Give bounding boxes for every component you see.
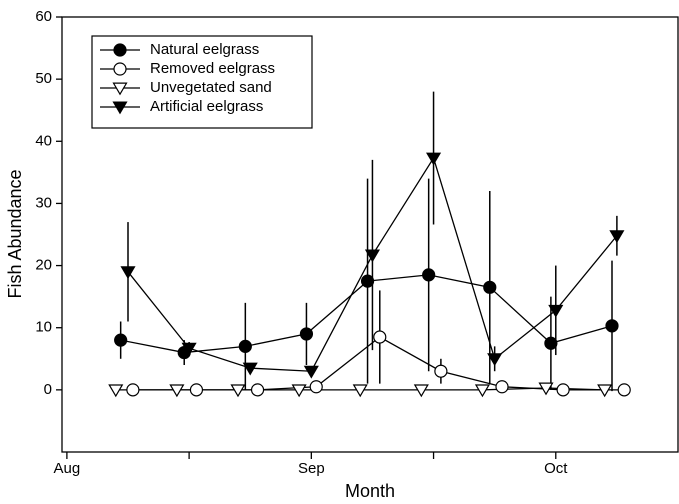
data-point (364, 249, 380, 263)
data-point (242, 362, 258, 376)
data-point (169, 384, 185, 398)
data-point (413, 384, 429, 398)
legend-label: Natural eelgrass (150, 41, 259, 58)
data-point (609, 230, 625, 244)
data-point (544, 336, 558, 350)
y-tick-label: 10 (35, 319, 52, 336)
data-point (120, 266, 136, 280)
data-point (108, 384, 124, 398)
data-point (230, 384, 246, 398)
y-tick-label: 50 (35, 70, 52, 87)
data-point (495, 380, 509, 394)
data-point (597, 384, 613, 398)
data-point (487, 353, 503, 367)
data-point (426, 152, 442, 166)
x-tick-label: Aug (54, 460, 81, 477)
data-point (189, 383, 204, 397)
x-tick-label: Sep (298, 460, 325, 477)
data-point (299, 327, 314, 341)
data-point (352, 384, 368, 398)
data-point (617, 383, 631, 397)
legend-label: Unvegetated sand (150, 79, 272, 96)
data-point (181, 342, 197, 356)
x-tick-label: Oct (544, 460, 568, 477)
data-point (434, 364, 448, 378)
legend-label: Removed eelgrass (150, 60, 275, 77)
data-point (548, 304, 564, 318)
data-point (126, 383, 140, 397)
data-point (250, 383, 265, 397)
y-tick-label: 60 (35, 8, 52, 25)
data-point (238, 339, 252, 353)
y-tick-label: 20 (35, 257, 52, 274)
legend-marker (113, 43, 127, 57)
data-point (605, 319, 619, 333)
data-point (474, 384, 490, 398)
data-point (291, 384, 307, 398)
data-point (422, 268, 436, 282)
y-tick-label: 0 (44, 381, 52, 398)
data-point (303, 365, 319, 379)
y-tick-label: 40 (35, 132, 52, 149)
y-tick-label: 30 (35, 194, 52, 211)
data-point (556, 383, 570, 397)
data-point (114, 333, 128, 347)
legend-marker (112, 101, 128, 115)
plot-frame (61, 16, 679, 453)
legend-marker (112, 82, 128, 96)
y-axis-label: Fish Abundance (5, 169, 25, 298)
legend-box (91, 35, 313, 129)
data-point (483, 280, 497, 294)
legend-marker (113, 62, 127, 76)
data-point (373, 330, 387, 344)
x-axis-label: Month (345, 481, 395, 501)
data-point (360, 274, 375, 288)
data-point (538, 382, 554, 396)
legend-label: Artificial eelgrass (150, 98, 263, 115)
data-point (309, 380, 323, 394)
